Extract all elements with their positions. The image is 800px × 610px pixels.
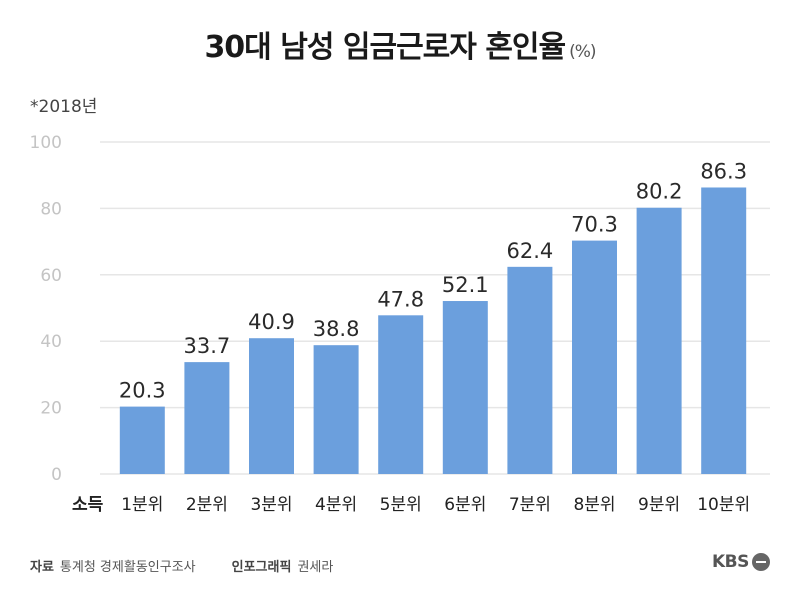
x-tick-label: 6분위 — [444, 495, 486, 515]
bar — [249, 338, 294, 474]
kbs-logo-icon — [751, 553, 770, 571]
x-tick-label: 5분위 — [380, 495, 422, 515]
x-tick-label: 10분위 — [697, 495, 750, 515]
chart-title: 30대 남성 임금근로자 혼인율 (%) — [0, 22, 800, 66]
kbs-logo-text: KBS — [712, 552, 749, 572]
y-tick-label: 20 — [40, 399, 62, 419]
graphic-label: 인포그래픽 — [231, 560, 292, 575]
kbs-logo: KBS — [712, 552, 770, 572]
bar — [442, 301, 488, 474]
chart-title-text: 30대 남성 임금근로자 혼인율 — [204, 30, 566, 65]
y-tick-label: 60 — [40, 266, 62, 286]
data-label: 80.2 — [636, 180, 683, 204]
y-tick-label: 80 — [40, 199, 62, 219]
footer-credits: 자료 통계청 경제활동인구조사 인포그래픽 권세라 — [30, 556, 333, 575]
source-label: 자료 — [30, 560, 54, 575]
data-label: 33.7 — [184, 334, 231, 358]
data-label: 70.3 — [571, 213, 618, 237]
bar — [378, 315, 424, 474]
x-tick-label: 9분위 — [638, 495, 680, 515]
bar — [119, 406, 165, 474]
y-tick-label: 0 — [51, 465, 62, 485]
x-tick-label: 8분위 — [573, 495, 615, 515]
graphic-author: 권세라 — [297, 560, 334, 575]
bar — [701, 187, 747, 474]
bar-chart: 0 20 40 60 80 100 20.3 1분위 33.7 2분위 40.9 3분위 38.8 4분위… — [30, 133, 770, 515]
chart-title-unit: (%) — [569, 42, 596, 62]
year-note: *2018년 — [30, 97, 98, 117]
source-text: 통계청 경제활동인구조사 — [59, 560, 196, 575]
data-label: 86.3 — [700, 159, 747, 183]
y-tick-label: 100 — [30, 133, 62, 153]
data-label: 40.9 — [248, 310, 295, 334]
data-label: 47.8 — [377, 287, 424, 311]
x-tick-label: 3분위 — [250, 495, 292, 515]
x-tick-label: 2분위 — [186, 495, 228, 515]
data-label: 38.8 — [313, 317, 360, 341]
y-tick-label: 40 — [40, 332, 62, 352]
bar — [313, 345, 359, 474]
data-label: 62.4 — [507, 239, 554, 263]
data-label: 52.1 — [442, 273, 489, 297]
bar — [184, 362, 230, 474]
data-label: 20.3 — [119, 379, 166, 403]
bar — [636, 207, 682, 474]
bar — [507, 266, 553, 474]
x-tick-label: 7분위 — [509, 495, 551, 515]
bar — [572, 240, 617, 474]
x-tick-label: 4분위 — [315, 495, 357, 515]
x-tick-label: 1분위 — [121, 495, 163, 515]
x-axis-label: 소득 — [72, 495, 104, 515]
